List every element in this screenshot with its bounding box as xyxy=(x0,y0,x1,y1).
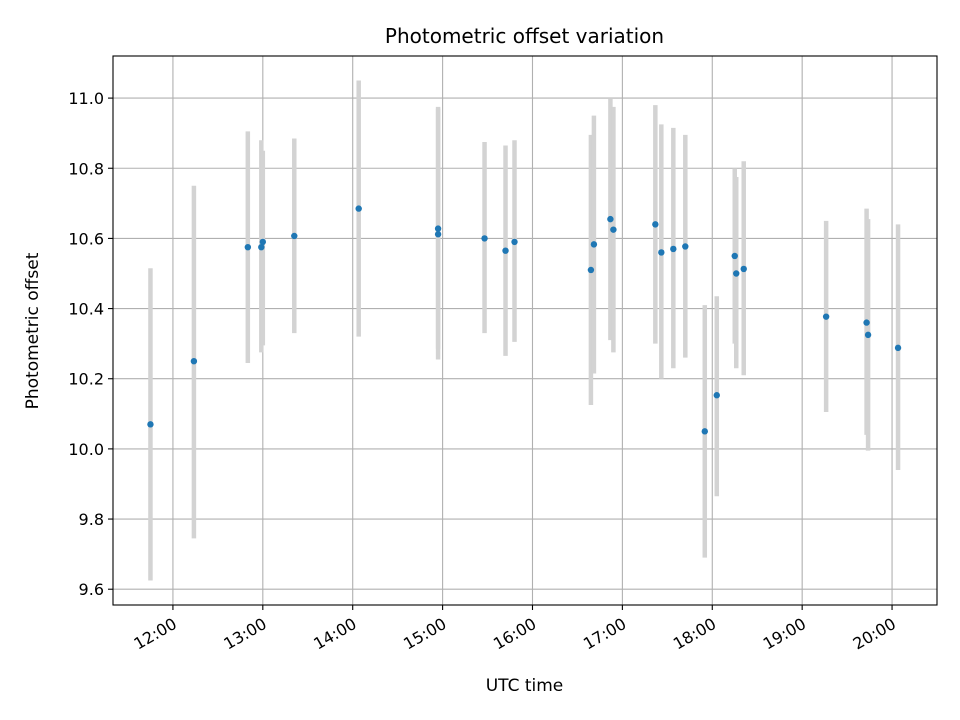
data-point xyxy=(481,235,488,242)
data-point xyxy=(733,270,740,277)
y-tick-label: 11.0 xyxy=(68,89,104,108)
data-point xyxy=(607,215,614,223)
data-point xyxy=(502,247,509,254)
data-point xyxy=(259,238,267,246)
x-axis-label: UTC time xyxy=(486,676,564,696)
data-point xyxy=(590,241,598,248)
y-tick-label: 10.0 xyxy=(68,440,104,459)
data-point xyxy=(652,221,659,228)
y-tick-label: 10.4 xyxy=(68,300,104,319)
data-point xyxy=(863,319,870,326)
data-point xyxy=(147,421,154,428)
data-point xyxy=(610,226,617,233)
data-point xyxy=(713,392,720,399)
y-tick-label: 9.6 xyxy=(79,580,104,599)
data-point xyxy=(434,231,442,238)
data-point xyxy=(731,252,738,260)
y-tick-label: 9.8 xyxy=(79,510,104,529)
y-tick-label: 10.6 xyxy=(68,229,104,248)
y-axis-label: Photometric offset xyxy=(23,252,43,409)
data-point xyxy=(355,205,362,212)
data-point xyxy=(258,243,265,251)
data-point xyxy=(658,249,665,256)
data-points xyxy=(147,205,902,435)
data-point xyxy=(670,245,677,253)
grid xyxy=(113,56,937,605)
plot-frame xyxy=(112,55,938,606)
data-point xyxy=(434,225,442,232)
data-point xyxy=(244,243,252,251)
chart-title: Photometric offset variation xyxy=(385,24,664,48)
data-point xyxy=(587,266,595,274)
data-point xyxy=(701,428,708,435)
data-point xyxy=(682,243,689,250)
data-point xyxy=(864,331,872,339)
data-point xyxy=(511,238,518,246)
data-point xyxy=(740,265,747,273)
data-point xyxy=(190,357,198,365)
data-point xyxy=(822,313,830,320)
data-point xyxy=(894,344,902,352)
data-point xyxy=(291,232,298,240)
y-tick-label: 10.2 xyxy=(68,370,104,389)
y-tick-label: 10.8 xyxy=(68,159,104,178)
